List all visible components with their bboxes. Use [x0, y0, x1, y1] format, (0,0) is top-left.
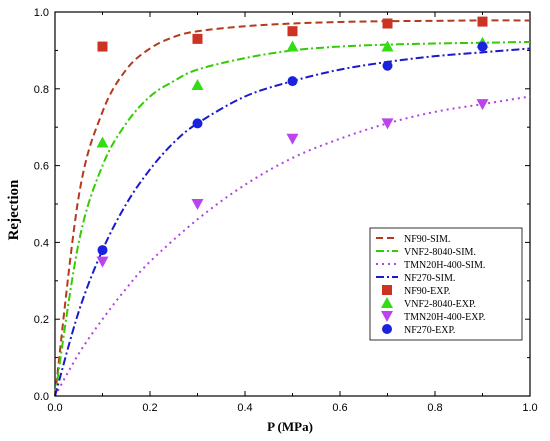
- legend-box: [369, 227, 523, 341]
- exp-point-3: [287, 76, 298, 87]
- exp-point-3: [192, 118, 203, 129]
- exp-point-2: [476, 99, 489, 111]
- y-tick-label: 0.2: [34, 314, 49, 326]
- exp-point-0: [287, 26, 298, 37]
- y-tick-label: 0.6: [34, 161, 49, 173]
- legend-label: VNF2-8040-EXP.: [404, 299, 476, 310]
- y-tick-label: 0.4: [34, 237, 49, 249]
- x-tick-label: 0.6: [332, 402, 347, 414]
- exp-point-3: [97, 245, 108, 256]
- legend-label: NF90-SIM.: [404, 234, 450, 245]
- x-tick-label: 1.0: [522, 402, 537, 414]
- axes: 0.0 0.2 0.4 0.6 0.8 1.0 0.0 0.2 0.4 0.6 0.8 1.0: [34, 7, 538, 414]
- legend-label: NF270-EXP.: [404, 325, 455, 336]
- sim-line-3: [54, 47, 531, 397]
- legend: NF90-SIM. VNF2-8040-SIM. TMN20H-400-SIM. NF…: [369, 227, 523, 341]
- experimental-points: [96, 16, 489, 268]
- legend-label: TMN20H-400-EXP.: [404, 312, 485, 323]
- exp-point-1: [381, 40, 394, 52]
- legend-label: NF90-EXP.: [404, 286, 450, 297]
- legend-marker-swatch: [381, 311, 393, 322]
- y-tick-label: 0.8: [34, 84, 49, 96]
- y-tick-label: 0.0: [34, 391, 49, 403]
- exp-point-2: [286, 133, 299, 145]
- x-tick-label: 0.2: [142, 402, 157, 414]
- legend-marker-swatch: [381, 297, 393, 308]
- exp-point-3: [382, 60, 393, 71]
- exp-point-2: [96, 256, 109, 268]
- x-axis-title: P (MPa): [267, 419, 313, 434]
- exp-point-0: [97, 41, 108, 52]
- sim-line-1: [54, 40, 531, 397]
- y-tick-label: 1.0: [34, 7, 49, 19]
- x-tick-label: 0.8: [427, 402, 442, 414]
- legend-label: VNF2-8040-SIM.: [404, 247, 476, 258]
- simulation-lines: [54, 19, 531, 397]
- sim-line-0: [54, 19, 531, 397]
- exp-point-0: [382, 18, 393, 29]
- exp-point-0: [192, 33, 203, 44]
- exp-point-3: [477, 41, 488, 52]
- exp-point-0: [477, 16, 488, 27]
- exp-point-2: [381, 118, 394, 130]
- exp-point-1: [96, 136, 109, 148]
- exp-point-1: [286, 40, 299, 52]
- legend-label: NF270-SIM.: [404, 273, 455, 284]
- exp-point-2: [191, 199, 204, 210]
- exp-point-1: [191, 78, 204, 90]
- x-tick-label: 0.4: [237, 402, 252, 414]
- x-tick-label: 0.0: [47, 402, 62, 414]
- legend-label: TMN20H-400-SIM.: [404, 260, 485, 271]
- sim-line-2: [54, 95, 531, 397]
- legend-marker-swatch: [382, 285, 392, 295]
- y-axis-title: Rejection: [6, 179, 22, 240]
- legend-marker-swatch: [382, 324, 392, 334]
